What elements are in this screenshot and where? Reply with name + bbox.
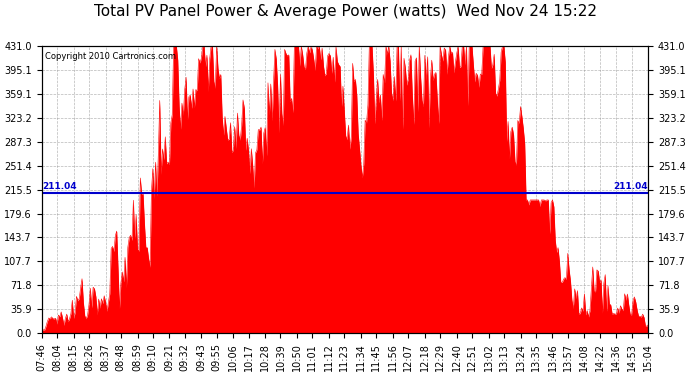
Text: Total PV Panel Power & Average Power (watts)  Wed Nov 24 15:22: Total PV Panel Power & Average Power (wa… bbox=[94, 4, 596, 19]
Text: Copyright 2010 Cartronics.com: Copyright 2010 Cartronics.com bbox=[45, 52, 176, 61]
Text: 211.04: 211.04 bbox=[613, 182, 648, 190]
Text: 211.04: 211.04 bbox=[42, 182, 77, 190]
